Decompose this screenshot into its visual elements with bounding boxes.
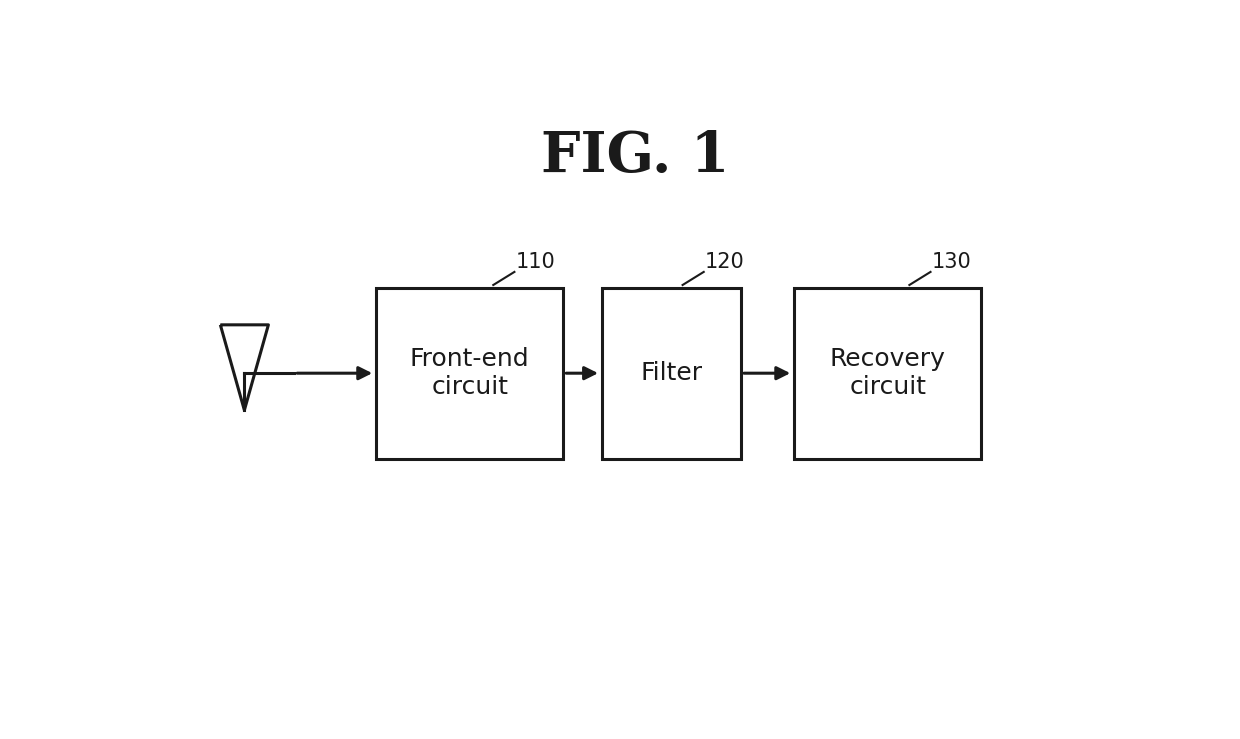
Bar [376, 287, 563, 458]
Text: 120: 120 [704, 252, 744, 272]
Text: Filter: Filter [641, 361, 703, 385]
Text: Recovery
circuit: Recovery circuit [830, 347, 946, 399]
Text: 130: 130 [931, 252, 971, 272]
Text: 110: 110 [516, 252, 556, 272]
Bar [794, 287, 982, 458]
Text: Front-end
circuit: Front-end circuit [410, 347, 529, 399]
Text: FIG. 1: FIG. 1 [542, 129, 729, 185]
Bar [601, 287, 742, 458]
